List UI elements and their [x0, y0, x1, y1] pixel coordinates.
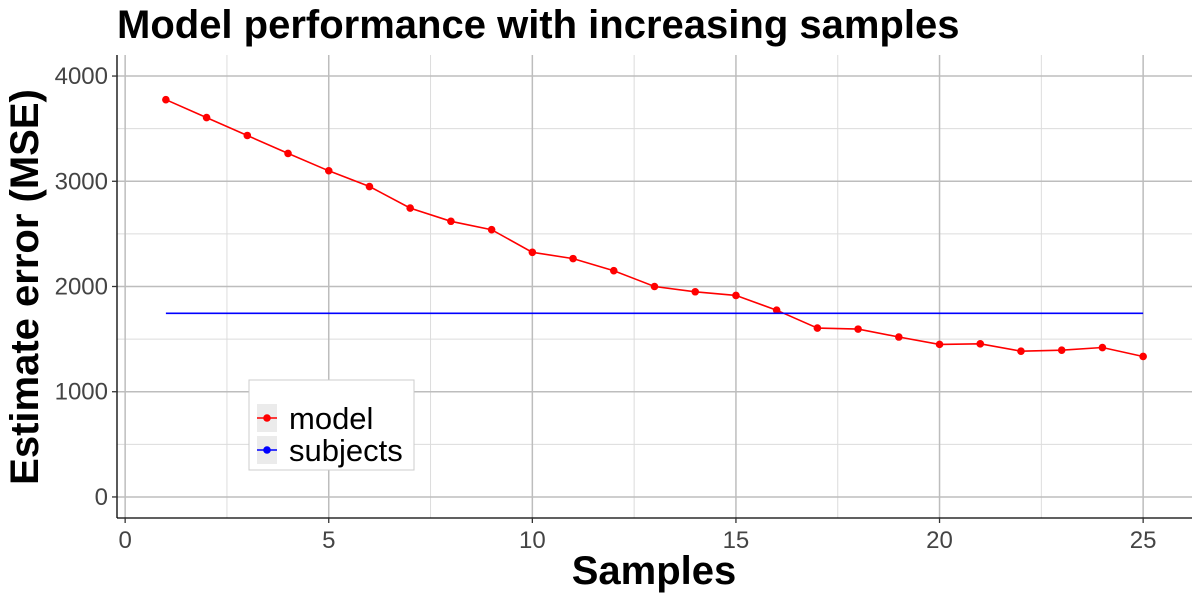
- series-model-point: [162, 95, 170, 104]
- x-tick-label: 10: [519, 527, 546, 554]
- series-model-point: [772, 306, 781, 314]
- legend-model-marker: [263, 414, 271, 422]
- series-model-point: [365, 182, 374, 191]
- y-tick-label: 1000: [55, 379, 108, 406]
- x-axis-title: Samples: [572, 549, 737, 593]
- series-model-point: [487, 225, 496, 234]
- x-tick-label: 5: [322, 527, 335, 554]
- series-model-point: [528, 248, 537, 257]
- series-model-point: [569, 254, 577, 263]
- series-model-point: [406, 204, 414, 212]
- y-tick-label: 4000: [55, 63, 108, 90]
- series-model-point: [691, 287, 700, 296]
- y-axis-title: Estimate error (MSE): [3, 89, 47, 485]
- y-tick-label: 0: [95, 484, 108, 511]
- series-model-point: [609, 266, 618, 275]
- series-layer: [162, 95, 1147, 361]
- series-model-point: [813, 324, 822, 332]
- chart-title: Model performance with increasing sample…: [117, 3, 959, 47]
- legend-item-subjects: subjects: [257, 433, 403, 468]
- ticks-layer: 0 5 10 15 20 25 0 1000 2000 3000 4000: [55, 63, 1157, 554]
- legend-model-label: model: [289, 401, 373, 436]
- series-model-point: [1098, 343, 1107, 352]
- x-tick-label: 20: [926, 527, 953, 554]
- legend: model subjects: [248, 379, 415, 471]
- series-model-point: [243, 131, 252, 140]
- series-model-point: [447, 217, 455, 226]
- x-tick-label: 25: [1130, 527, 1157, 554]
- series-model-point: [935, 340, 944, 349]
- series-model-point: [976, 340, 985, 348]
- legend-item-model: model: [257, 401, 373, 436]
- y-tick-label: 3000: [55, 168, 108, 195]
- series-model-point: [1017, 347, 1025, 356]
- x-tick-label: 15: [723, 527, 750, 554]
- series-model-point: [324, 166, 333, 175]
- series-model-point: [1057, 346, 1066, 354]
- series-model-point: [202, 113, 211, 122]
- series-model-line: [165, 98, 1144, 358]
- legend-subjects-marker: [263, 446, 271, 454]
- legend-subjects-label: subjects: [289, 433, 403, 468]
- series-model-point: [1139, 352, 1147, 361]
- series-model-point: [650, 282, 659, 291]
- series-model-point: [284, 149, 292, 158]
- series-model-point: [895, 333, 903, 341]
- x-tick-label: 0: [118, 527, 131, 554]
- series-model-point: [732, 291, 740, 300]
- y-tick-label: 2000: [55, 274, 108, 301]
- series-model-point: [854, 325, 862, 333]
